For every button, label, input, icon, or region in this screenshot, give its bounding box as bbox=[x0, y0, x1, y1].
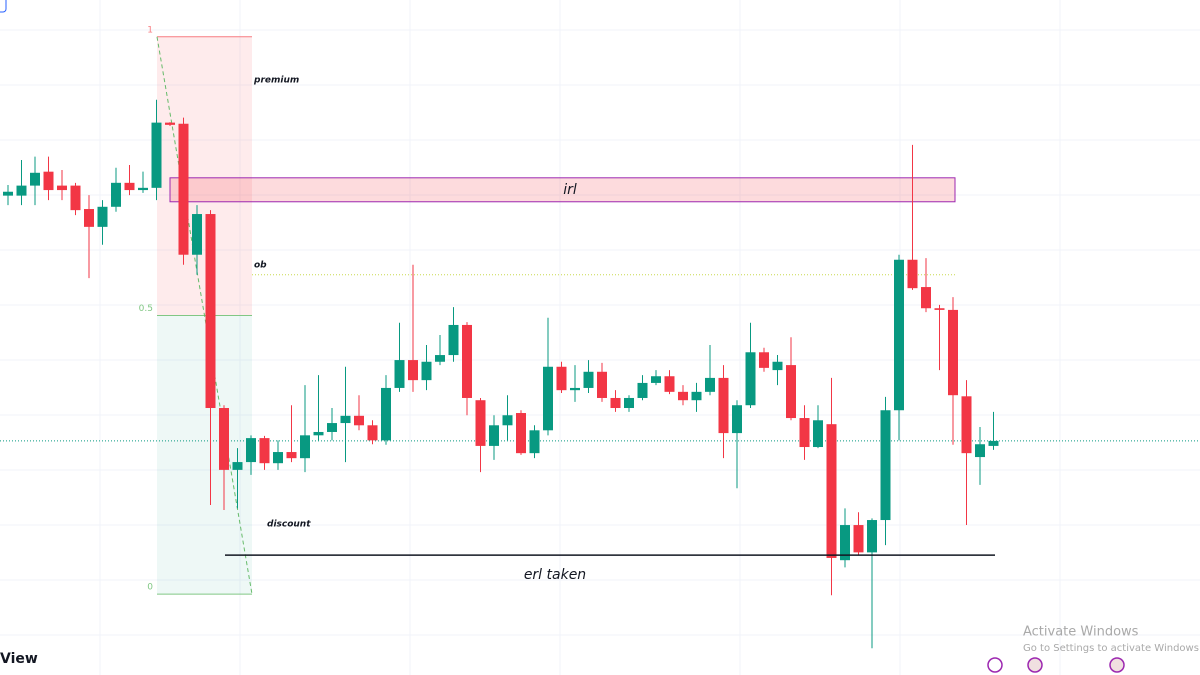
candle-body bbox=[637, 382, 648, 398]
erl-label: erl taken bbox=[524, 567, 586, 583]
irl-box bbox=[169, 177, 956, 203]
candle-body bbox=[327, 423, 337, 432]
candle-body bbox=[192, 214, 202, 255]
fib-label: 0 bbox=[147, 583, 153, 593]
candle-body bbox=[165, 122, 175, 125]
candle-body bbox=[691, 391, 702, 401]
candle-body bbox=[651, 376, 661, 383]
candle-body bbox=[313, 431, 324, 436]
candle-body bbox=[394, 360, 405, 388]
icon[interactable] bbox=[987, 657, 1003, 673]
candle-body bbox=[718, 377, 729, 434]
candle-body bbox=[988, 440, 999, 446]
candle-body bbox=[138, 187, 148, 191]
candle-body bbox=[30, 172, 40, 186]
candle-body bbox=[367, 425, 378, 441]
candle-body bbox=[421, 361, 432, 381]
candle-body bbox=[259, 438, 270, 464]
logo-text: View bbox=[0, 651, 38, 667]
candle-body bbox=[3, 191, 13, 196]
candle-body bbox=[772, 361, 783, 371]
candle-body bbox=[759, 352, 769, 368]
candle-body bbox=[516, 413, 526, 454]
candle-body bbox=[853, 525, 864, 553]
ob-label: ob bbox=[254, 260, 267, 270]
candle-body bbox=[786, 365, 796, 419]
candle-body bbox=[435, 355, 445, 362]
candle-body bbox=[16, 185, 27, 196]
candle-body bbox=[354, 415, 364, 426]
candle-body bbox=[205, 214, 216, 409]
candle-body bbox=[70, 185, 81, 211]
premium-label: premium bbox=[253, 76, 299, 86]
candle-body bbox=[300, 435, 310, 459]
candle-body bbox=[894, 259, 904, 411]
candle-body bbox=[151, 122, 162, 188]
candle-body bbox=[610, 397, 621, 409]
candle-body bbox=[570, 387, 580, 391]
candle-body bbox=[678, 391, 688, 401]
candle-body bbox=[705, 377, 715, 392]
discount-zone bbox=[157, 315, 252, 595]
toolbar-edge bbox=[0, 0, 7, 13]
icon[interactable] bbox=[1027, 657, 1043, 673]
candle-body bbox=[84, 209, 94, 227]
candle-body bbox=[57, 185, 67, 191]
fib-label: 1 bbox=[147, 25, 153, 35]
candle-body bbox=[97, 206, 108, 227]
candle-body bbox=[813, 420, 823, 448]
activate-title: Activate Windows bbox=[1023, 625, 1139, 640]
candle-body bbox=[124, 182, 135, 191]
candle-body bbox=[43, 171, 54, 191]
candle-body bbox=[840, 525, 850, 561]
fib-label: 0.5 bbox=[139, 304, 153, 314]
irl-label: irl bbox=[563, 182, 577, 198]
candle-body bbox=[624, 397, 634, 409]
candle-body bbox=[948, 309, 958, 396]
candle-body bbox=[543, 366, 553, 431]
candle-body bbox=[448, 324, 459, 356]
icon[interactable] bbox=[1109, 657, 1125, 673]
candle-body bbox=[961, 396, 972, 454]
candle-body bbox=[111, 182, 121, 207]
candle-body bbox=[867, 520, 877, 553]
candle-body bbox=[799, 418, 810, 448]
candle-body bbox=[921, 287, 931, 309]
candle-body bbox=[273, 452, 283, 464]
activate-text: Go to Settings to activate Windows. bbox=[1023, 643, 1200, 654]
discount-label: discount bbox=[267, 520, 311, 530]
candle-body bbox=[408, 360, 418, 381]
candle-body bbox=[340, 415, 351, 424]
candle-body bbox=[583, 371, 594, 388]
candle-body bbox=[489, 425, 499, 446]
candle-body bbox=[232, 462, 243, 470]
candle-body bbox=[826, 424, 837, 558]
premium-zone bbox=[157, 36, 252, 316]
candle-body bbox=[475, 400, 486, 446]
fib-trend bbox=[156, 36, 253, 595]
candle-body bbox=[286, 452, 297, 459]
candle-body bbox=[502, 415, 513, 426]
candle-body bbox=[880, 410, 891, 521]
candle-body bbox=[556, 366, 567, 391]
candle-body bbox=[597, 371, 607, 398]
candle-body bbox=[732, 405, 742, 434]
candle-body bbox=[934, 308, 945, 310]
candle-body bbox=[529, 430, 540, 454]
candle-body bbox=[975, 444, 985, 458]
candle-body bbox=[381, 387, 391, 441]
candle-body bbox=[907, 259, 918, 289]
candle-body bbox=[219, 408, 229, 470]
candle-body bbox=[664, 376, 675, 392]
candle-body bbox=[745, 352, 756, 406]
candle-body bbox=[246, 438, 256, 463]
candle-body bbox=[462, 324, 472, 398]
candle-body bbox=[178, 123, 189, 255]
